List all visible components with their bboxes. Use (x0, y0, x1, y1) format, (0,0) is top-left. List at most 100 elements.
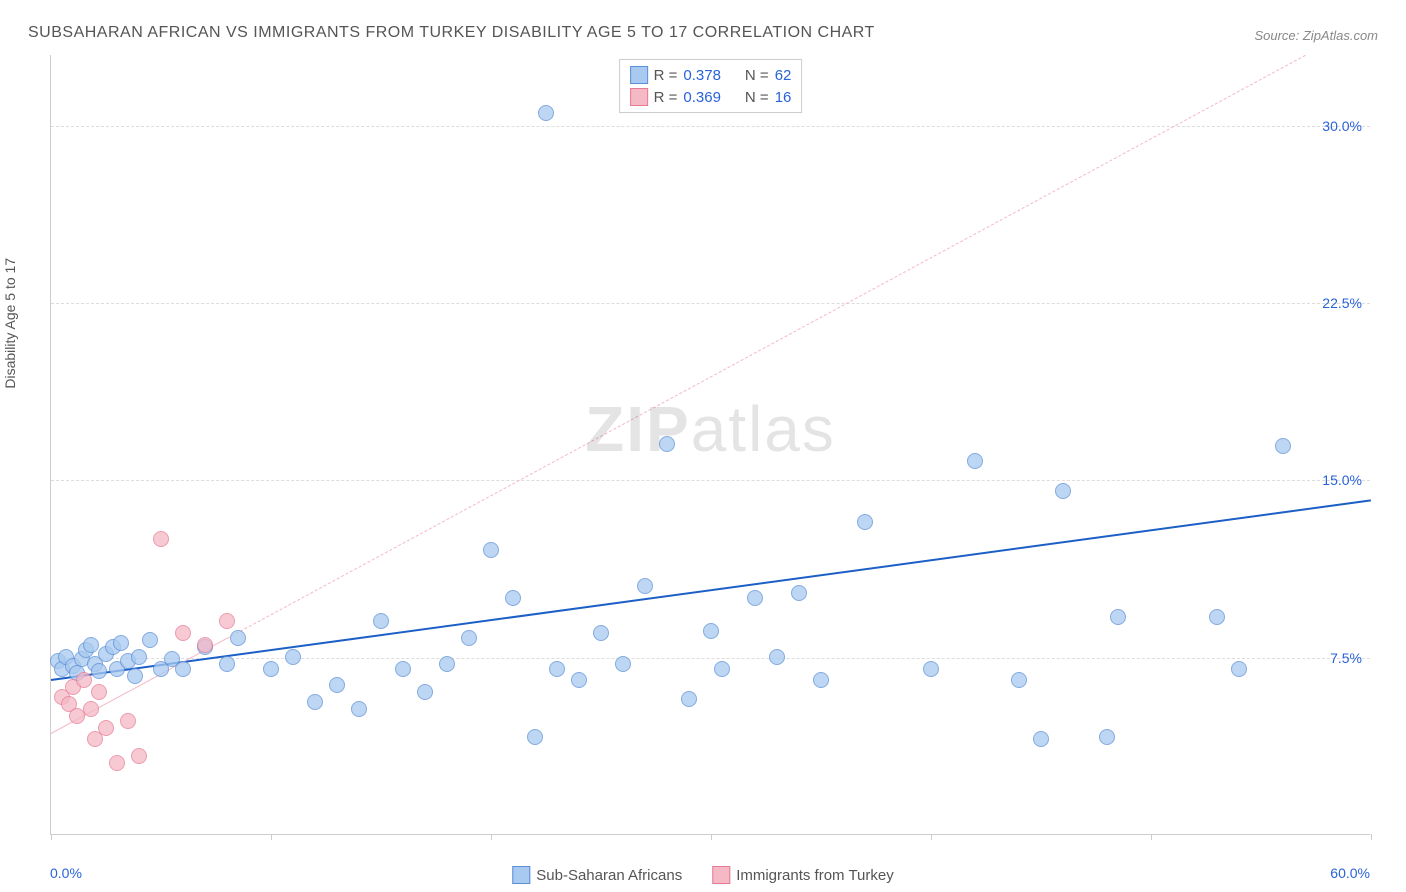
data-point (1033, 731, 1049, 747)
data-point (714, 661, 730, 677)
data-point (417, 684, 433, 700)
data-point (76, 672, 92, 688)
r-label: R = (654, 67, 678, 84)
data-point (131, 649, 147, 665)
data-point (659, 436, 675, 452)
data-point (307, 694, 323, 710)
x-tick-label: 0.0% (50, 865, 82, 881)
y-tick-label: 22.5% (1322, 295, 1362, 311)
data-point (98, 720, 114, 736)
data-point (113, 635, 129, 651)
data-point (593, 625, 609, 641)
data-point (1209, 609, 1225, 625)
plot-area: ZIPatlas R =0.378N =62R =0.369N =16 7.5%… (50, 55, 1370, 835)
data-point (351, 701, 367, 717)
n-label: N = (745, 89, 769, 106)
data-point (791, 585, 807, 601)
x-tick-label: 60.0% (1330, 865, 1370, 881)
data-point (131, 748, 147, 764)
data-point (923, 661, 939, 677)
watermark-rest: atlas (691, 393, 836, 465)
legend-correlation: R =0.378N =62R =0.369N =16 (619, 59, 803, 113)
data-point (813, 672, 829, 688)
data-point (549, 661, 565, 677)
x-tick (271, 834, 272, 840)
x-tick (51, 834, 52, 840)
chart-title: SUBSAHARAN AFRICAN VS IMMIGRANTS FROM TU… (28, 24, 875, 42)
x-tick (1371, 834, 1372, 840)
x-tick (931, 834, 932, 840)
data-point (1110, 609, 1126, 625)
data-point (395, 661, 411, 677)
data-point (153, 531, 169, 547)
legend-swatch (630, 66, 648, 84)
data-point (142, 632, 158, 648)
data-point (91, 663, 107, 679)
trend-line (51, 499, 1371, 681)
data-point (1099, 729, 1115, 745)
trend-line (227, 55, 1306, 639)
data-point (681, 691, 697, 707)
data-point (219, 613, 235, 629)
data-point (83, 701, 99, 717)
data-point (175, 625, 191, 641)
data-point (483, 542, 499, 558)
data-point (127, 668, 143, 684)
data-point (263, 661, 279, 677)
data-point (505, 590, 521, 606)
data-point (967, 453, 983, 469)
data-point (571, 672, 587, 688)
x-tick (491, 834, 492, 840)
data-point (83, 637, 99, 653)
y-tick-label: 15.0% (1322, 472, 1362, 488)
legend-series: Sub-Saharan Africans Immigrants from Turk… (512, 866, 893, 884)
data-point (219, 656, 235, 672)
gridline (51, 658, 1370, 659)
legend-swatch (712, 866, 730, 884)
source-label: Source: ZipAtlas.com (1254, 28, 1378, 43)
legend-swatch (512, 866, 530, 884)
data-point (197, 637, 213, 653)
gridline (51, 303, 1370, 304)
x-tick (1151, 834, 1152, 840)
data-point (329, 677, 345, 693)
watermark-bold: ZIP (585, 393, 691, 465)
r-value: 0.369 (683, 89, 721, 106)
data-point (285, 649, 301, 665)
legend-label: Sub-Saharan Africans (536, 867, 682, 884)
legend-item: Sub-Saharan Africans (512, 866, 682, 884)
x-tick (711, 834, 712, 840)
data-point (538, 105, 554, 121)
data-point (1011, 672, 1027, 688)
data-point (230, 630, 246, 646)
data-point (703, 623, 719, 639)
y-tick-label: 30.0% (1322, 118, 1362, 134)
legend-row: R =0.378N =62 (630, 64, 792, 86)
data-point (857, 514, 873, 530)
legend-swatch (630, 88, 648, 106)
data-point (461, 630, 477, 646)
data-point (439, 656, 455, 672)
legend-item: Immigrants from Turkey (712, 866, 894, 884)
data-point (373, 613, 389, 629)
data-point (615, 656, 631, 672)
data-point (1275, 438, 1291, 454)
data-point (91, 684, 107, 700)
n-value: 62 (775, 67, 792, 84)
legend-row: R = 0.369 N = 16 (630, 86, 792, 108)
data-point (747, 590, 763, 606)
legend-label: Immigrants from Turkey (736, 867, 894, 884)
data-point (637, 578, 653, 594)
n-value: 16 (775, 89, 792, 106)
watermark: ZIPatlas (585, 392, 836, 466)
y-axis-label: Disability Age 5 to 17 (2, 258, 18, 389)
data-point (1231, 661, 1247, 677)
data-point (109, 755, 125, 771)
gridline (51, 480, 1370, 481)
n-label: N = (745, 67, 769, 84)
data-point (120, 713, 136, 729)
y-tick-label: 7.5% (1330, 650, 1362, 666)
data-point (1055, 483, 1071, 499)
r-label: R = (654, 89, 678, 106)
data-point (527, 729, 543, 745)
